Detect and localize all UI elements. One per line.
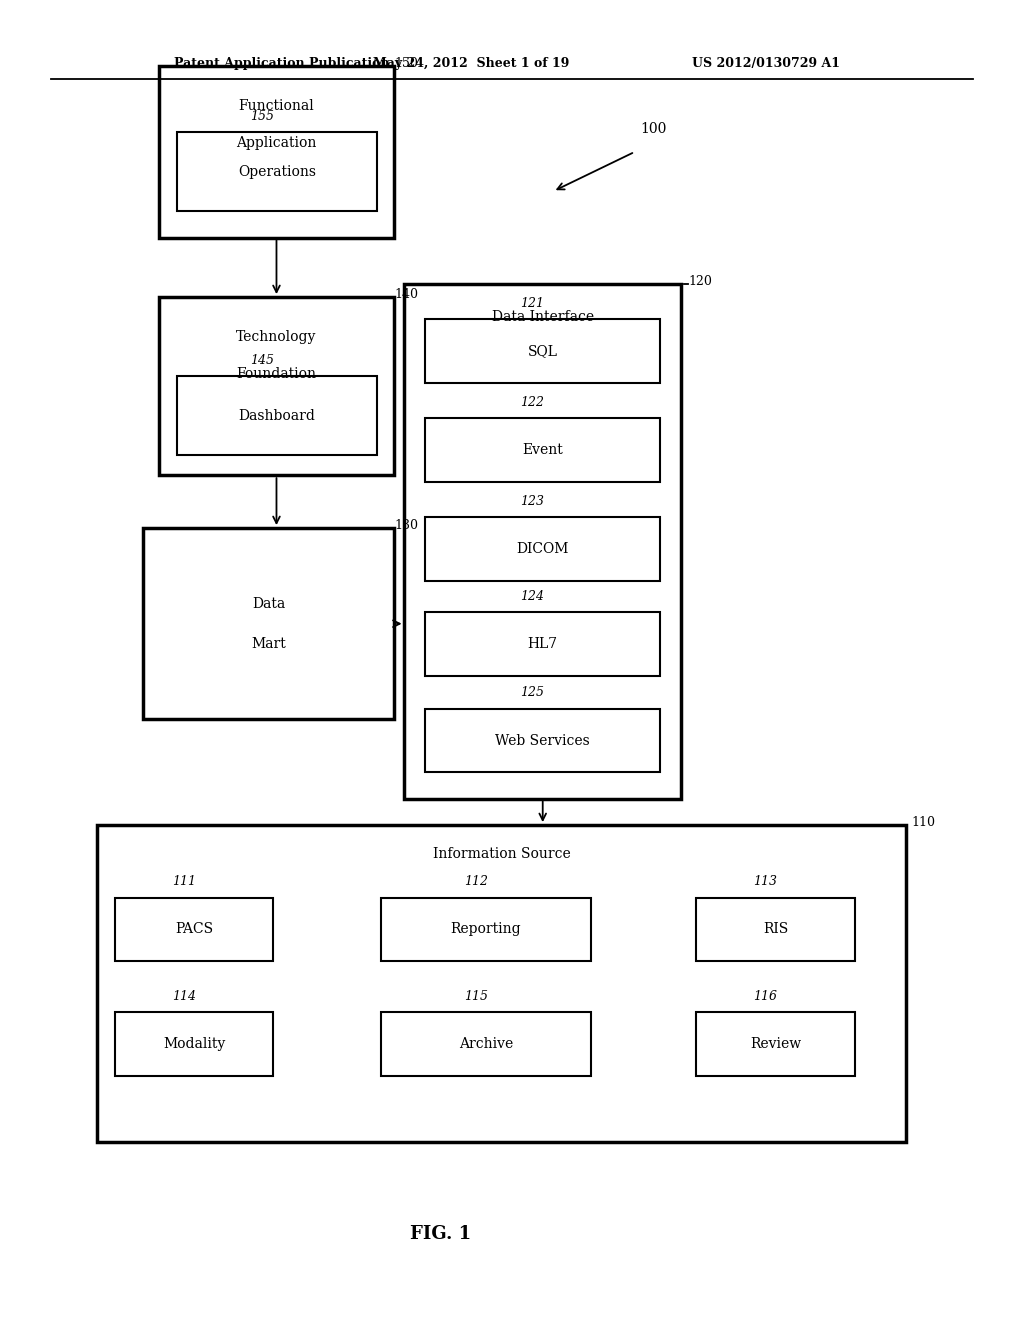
- Text: 100: 100: [640, 123, 667, 136]
- Text: 116: 116: [754, 990, 777, 1003]
- Text: Web Services: Web Services: [496, 734, 590, 747]
- Text: SQL: SQL: [527, 345, 558, 358]
- Text: Technology: Technology: [237, 330, 316, 343]
- Text: 145: 145: [250, 354, 273, 367]
- Bar: [177, 132, 377, 211]
- Text: 140: 140: [394, 288, 418, 301]
- Text: Mart: Mart: [252, 636, 286, 651]
- Text: Functional: Functional: [239, 99, 314, 112]
- Text: Foundation: Foundation: [237, 367, 316, 380]
- Text: Dashboard: Dashboard: [239, 409, 315, 422]
- Text: 120: 120: [688, 275, 712, 288]
- Text: 110: 110: [911, 816, 935, 829]
- Text: Data Interface: Data Interface: [492, 310, 594, 323]
- Text: Patent Application Publication: Patent Application Publication: [174, 57, 389, 70]
- Text: 111: 111: [172, 875, 196, 888]
- Text: Data: Data: [252, 597, 286, 611]
- Text: Archive: Archive: [459, 1038, 513, 1051]
- Bar: [159, 66, 394, 238]
- Bar: [381, 898, 591, 961]
- Text: 121: 121: [520, 297, 545, 310]
- Text: 155: 155: [250, 110, 273, 123]
- Bar: [115, 1012, 273, 1076]
- Text: 112: 112: [464, 875, 487, 888]
- Bar: [115, 898, 273, 961]
- Bar: [381, 1012, 591, 1076]
- Bar: [425, 709, 660, 772]
- Text: US 2012/0130729 A1: US 2012/0130729 A1: [691, 57, 840, 70]
- Text: 150: 150: [394, 57, 418, 70]
- Text: May 24, 2012  Sheet 1 of 19: May 24, 2012 Sheet 1 of 19: [373, 57, 569, 70]
- Text: 130: 130: [394, 519, 418, 532]
- Text: Modality: Modality: [163, 1038, 225, 1051]
- Text: 124: 124: [520, 590, 545, 603]
- Text: 122: 122: [520, 396, 545, 409]
- Bar: [159, 297, 394, 475]
- Text: Operations: Operations: [238, 165, 316, 178]
- Text: Reporting: Reporting: [451, 923, 521, 936]
- Text: 123: 123: [520, 495, 545, 508]
- Text: PACS: PACS: [175, 923, 213, 936]
- Bar: [143, 528, 394, 719]
- Bar: [97, 825, 906, 1142]
- Bar: [425, 517, 660, 581]
- Text: Application: Application: [237, 136, 316, 149]
- Bar: [425, 319, 660, 383]
- Bar: [404, 284, 681, 799]
- Text: HL7: HL7: [527, 638, 558, 651]
- Text: 115: 115: [464, 990, 487, 1003]
- Bar: [425, 612, 660, 676]
- Text: Information Source: Information Source: [433, 847, 570, 861]
- Text: 114: 114: [172, 990, 196, 1003]
- Text: 113: 113: [754, 875, 777, 888]
- Text: DICOM: DICOM: [516, 543, 569, 556]
- Bar: [696, 1012, 855, 1076]
- Text: Event: Event: [522, 444, 563, 457]
- Bar: [177, 376, 377, 455]
- Bar: [696, 898, 855, 961]
- Text: Review: Review: [751, 1038, 801, 1051]
- Bar: [425, 418, 660, 482]
- Text: RIS: RIS: [763, 923, 788, 936]
- Text: 125: 125: [520, 686, 545, 700]
- Text: FIG. 1: FIG. 1: [410, 1225, 471, 1243]
